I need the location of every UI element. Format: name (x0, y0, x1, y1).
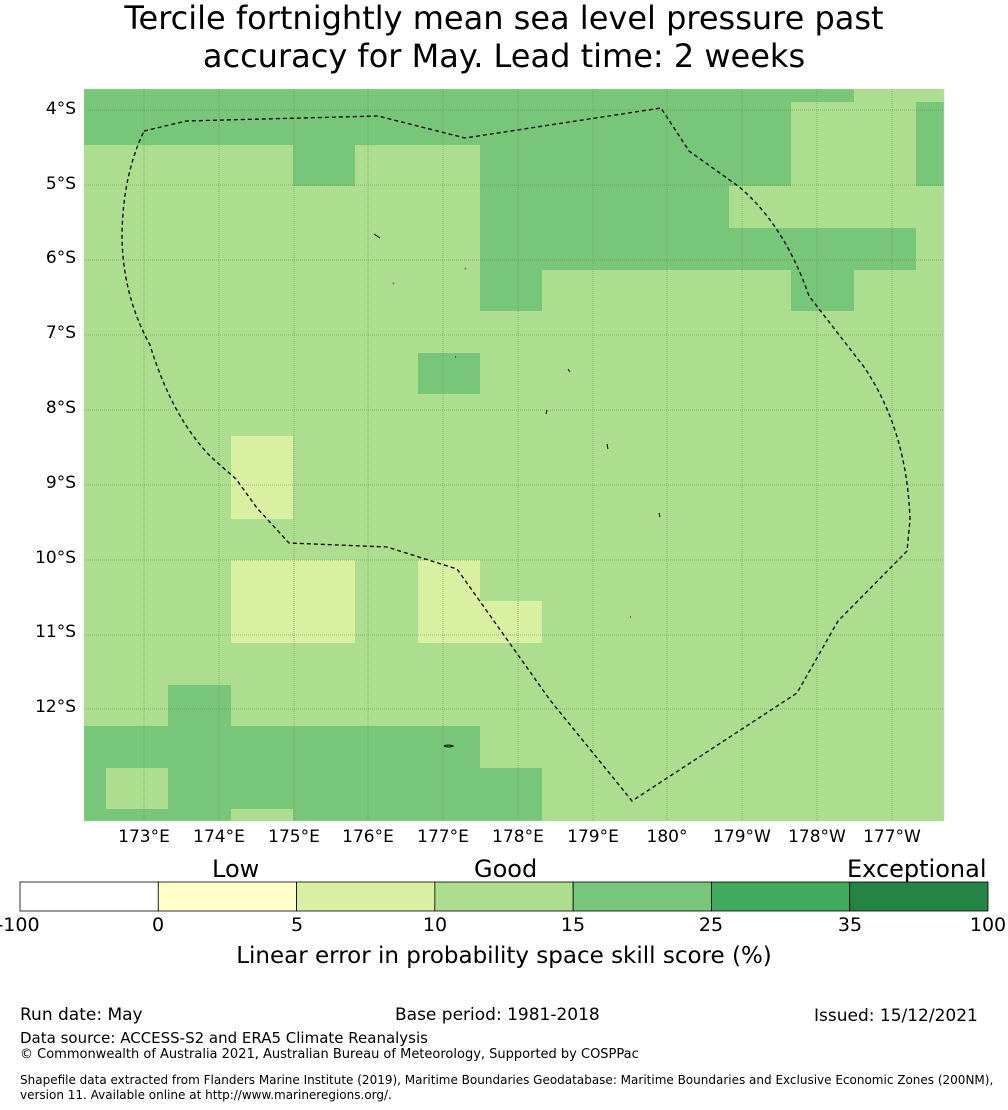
issued-date: Issued: 15/12/2021 (814, 1006, 978, 1026)
chart-title-line-2: accuracy for May. Lead time: 2 weeks (202, 37, 806, 75)
lon-label: 173°E (118, 827, 170, 847)
colorbar-tick: 0 (151, 914, 165, 936)
colorbar-tick: 25 (698, 914, 724, 936)
colorbar-category-exceptional: Exceptional (847, 855, 987, 883)
map-cell (231, 436, 293, 519)
map-cell (916, 102, 944, 186)
map-cell (480, 145, 791, 186)
lat-label: 5°S (45, 174, 76, 194)
island (658, 512, 661, 518)
map-cell (418, 560, 480, 643)
map-cell (293, 145, 355, 186)
map-frame (83, 88, 945, 822)
run-date: Run date: May (20, 1005, 143, 1025)
lon-label: 176°E (342, 827, 394, 847)
map-cell (168, 685, 231, 726)
map-cell (231, 809, 293, 821)
base-period: Base period: 1981-2018 (395, 1005, 600, 1025)
map-cell (480, 228, 916, 270)
colorbar-category-good: Good (474, 855, 538, 883)
data-source: Data source: ACCESS-S2 and ERA5 Climate … (20, 1029, 428, 1047)
lon-label: 175°E (268, 827, 320, 847)
map-cell (854, 89, 944, 102)
colorbar-segment (711, 881, 851, 912)
lat-label: 8°S (45, 398, 76, 418)
colorbar-category-low: Low (212, 855, 260, 883)
shapefile-credit-line-2: version 11. Available online at http://w… (20, 1088, 392, 1102)
map-cell (106, 768, 168, 809)
map-cell (791, 145, 916, 186)
colorbar-tick: -100 (0, 914, 40, 936)
map-cell (418, 353, 480, 394)
shapefile-credit-line-1: Shapefile data extracted from Flanders M… (20, 1073, 994, 1087)
map-cell (480, 186, 729, 228)
colorbar-segment (296, 881, 436, 912)
island (443, 744, 455, 748)
lat-label: 6°S (45, 248, 76, 268)
map-cell (480, 270, 542, 311)
island (545, 409, 548, 415)
lat-label: 7°S (45, 323, 76, 343)
colorbar-segment (849, 881, 989, 912)
lat-label: 9°S (45, 473, 76, 493)
lon-label: 177°E (417, 827, 469, 847)
lon-label: 179°W (713, 827, 771, 847)
lon-label: 178°W (788, 827, 846, 847)
colorbar-tick: 15 (560, 914, 586, 936)
map-grid-cells (84, 89, 944, 821)
islands (373, 233, 661, 748)
lat-label: 4°S (45, 99, 76, 119)
colorbar-tick: 5 (290, 914, 304, 936)
island (392, 282, 395, 285)
lat-label: 10°S (35, 548, 76, 568)
colorbar-segment (157, 881, 297, 912)
lon-label: 174°E (193, 827, 245, 847)
colorbar-label: Linear error in probability space skill … (236, 943, 772, 969)
colorbar-segment (434, 881, 574, 912)
chart-title-line-1: Tercile fortnightly mean sea level press… (124, 0, 884, 37)
map-cell (168, 809, 231, 821)
map-cell (231, 560, 355, 643)
island (464, 267, 467, 270)
island (567, 368, 571, 373)
island (606, 443, 609, 450)
colorbar-segment (19, 881, 159, 912)
lat-label: 11°S (35, 622, 76, 642)
lon-label: 179°E (567, 827, 619, 847)
map-cell (84, 768, 106, 821)
lat-label: 12°S (35, 697, 76, 717)
colorbar-segment (572, 881, 712, 912)
copyright: © Commonwealth of Australia 2021, Austra… (20, 1047, 639, 1062)
colorbar-tick: 35 (837, 914, 863, 936)
lon-label: 180° (646, 827, 688, 847)
map-cell (791, 102, 916, 145)
lon-label: 177°W (863, 827, 921, 847)
colorbar-tick: 10 (422, 914, 448, 936)
map-gridlines (84, 89, 944, 821)
map-cell (106, 809, 168, 821)
colorbar-tick: 100 (969, 914, 1007, 936)
map-cell (480, 601, 542, 643)
map-cell (168, 768, 542, 809)
map-cell (84, 726, 480, 768)
lon-label: 178°E (492, 827, 544, 847)
colorbar (19, 881, 989, 912)
island (373, 233, 381, 239)
map-cell (293, 809, 542, 821)
map-cell (84, 89, 854, 145)
map-cell (791, 270, 854, 311)
eez-boundary (121, 107, 911, 802)
